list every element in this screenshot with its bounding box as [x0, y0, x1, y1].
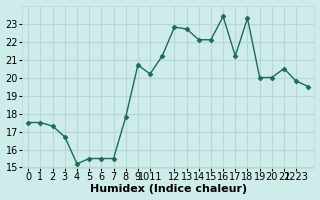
- X-axis label: Humidex (Indice chaleur): Humidex (Indice chaleur): [90, 184, 247, 194]
